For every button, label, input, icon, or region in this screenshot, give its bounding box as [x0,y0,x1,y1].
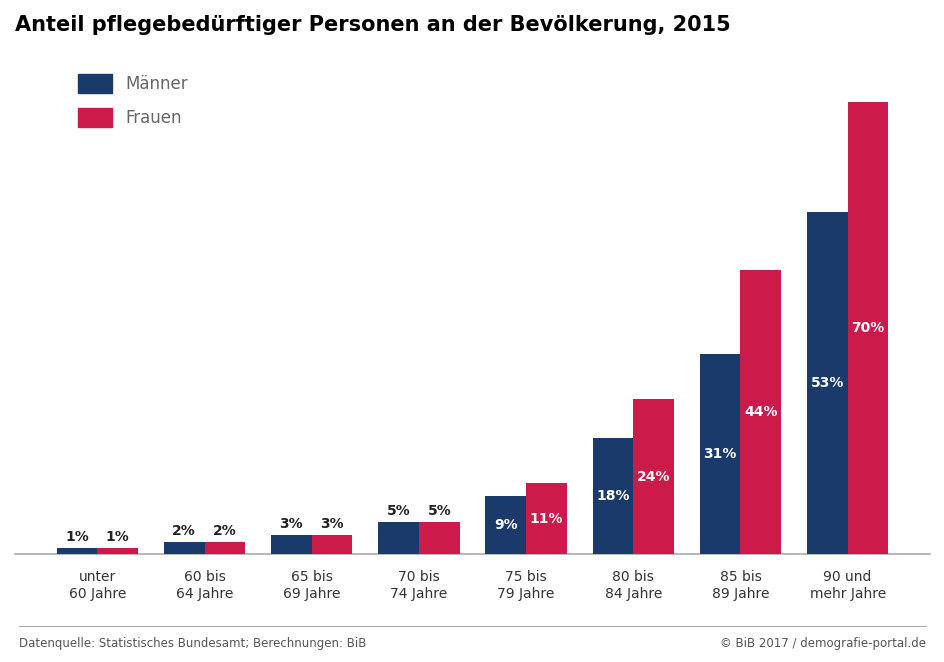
Text: 31%: 31% [702,448,736,461]
Text: 18%: 18% [596,489,629,503]
Bar [526,483,566,555]
Text: 3%: 3% [320,517,344,531]
Text: 9%: 9% [494,518,517,532]
Bar [418,522,459,555]
Text: 53%: 53% [810,376,843,390]
Text: 2%: 2% [172,524,195,538]
Bar [699,354,740,555]
Text: 5%: 5% [386,504,410,518]
Bar [378,522,418,555]
Bar [271,535,312,555]
Text: 44%: 44% [743,405,777,419]
Text: 2%: 2% [212,524,237,538]
Text: 1%: 1% [65,530,89,544]
Bar [204,542,245,555]
Text: 24%: 24% [636,470,669,484]
Text: 5%: 5% [427,504,450,518]
Bar [163,542,204,555]
Bar [57,548,97,555]
Text: © BiB 2017 / demografie-portal.de: © BiB 2017 / demografie-portal.de [719,637,925,650]
Bar [485,496,526,555]
Bar [97,548,138,555]
Legend: Männer, Frauen: Männer, Frauen [78,74,187,127]
Bar [806,212,847,555]
Bar [312,535,352,555]
Bar [632,399,673,555]
Text: Anteil pflegebedürftiger Personen an der Bevölkerung, 2015: Anteil pflegebedürftiger Personen an der… [15,15,730,35]
Bar [847,102,887,555]
Text: 70%: 70% [851,321,884,336]
Bar [592,438,632,555]
Text: 1%: 1% [106,530,129,544]
Bar [740,270,781,555]
Text: Datenquelle: Statistisches Bundesamt; Berechnungen: BiB: Datenquelle: Statistisches Bundesamt; Be… [19,637,366,650]
Text: 11%: 11% [530,512,563,526]
Text: 3%: 3% [279,517,303,531]
